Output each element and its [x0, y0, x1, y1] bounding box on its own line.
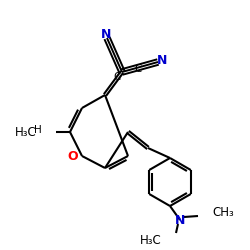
Text: CH₃: CH₃	[212, 206, 234, 218]
Text: C: C	[113, 72, 121, 82]
Text: H₃C: H₃C	[15, 126, 37, 140]
Text: N: N	[101, 28, 111, 40]
Text: O: O	[68, 150, 78, 162]
Text: C: C	[134, 64, 142, 74]
Text: H₃C: H₃C	[140, 234, 162, 248]
Text: N: N	[175, 214, 185, 226]
Text: H: H	[34, 125, 42, 135]
Text: N: N	[157, 54, 167, 66]
